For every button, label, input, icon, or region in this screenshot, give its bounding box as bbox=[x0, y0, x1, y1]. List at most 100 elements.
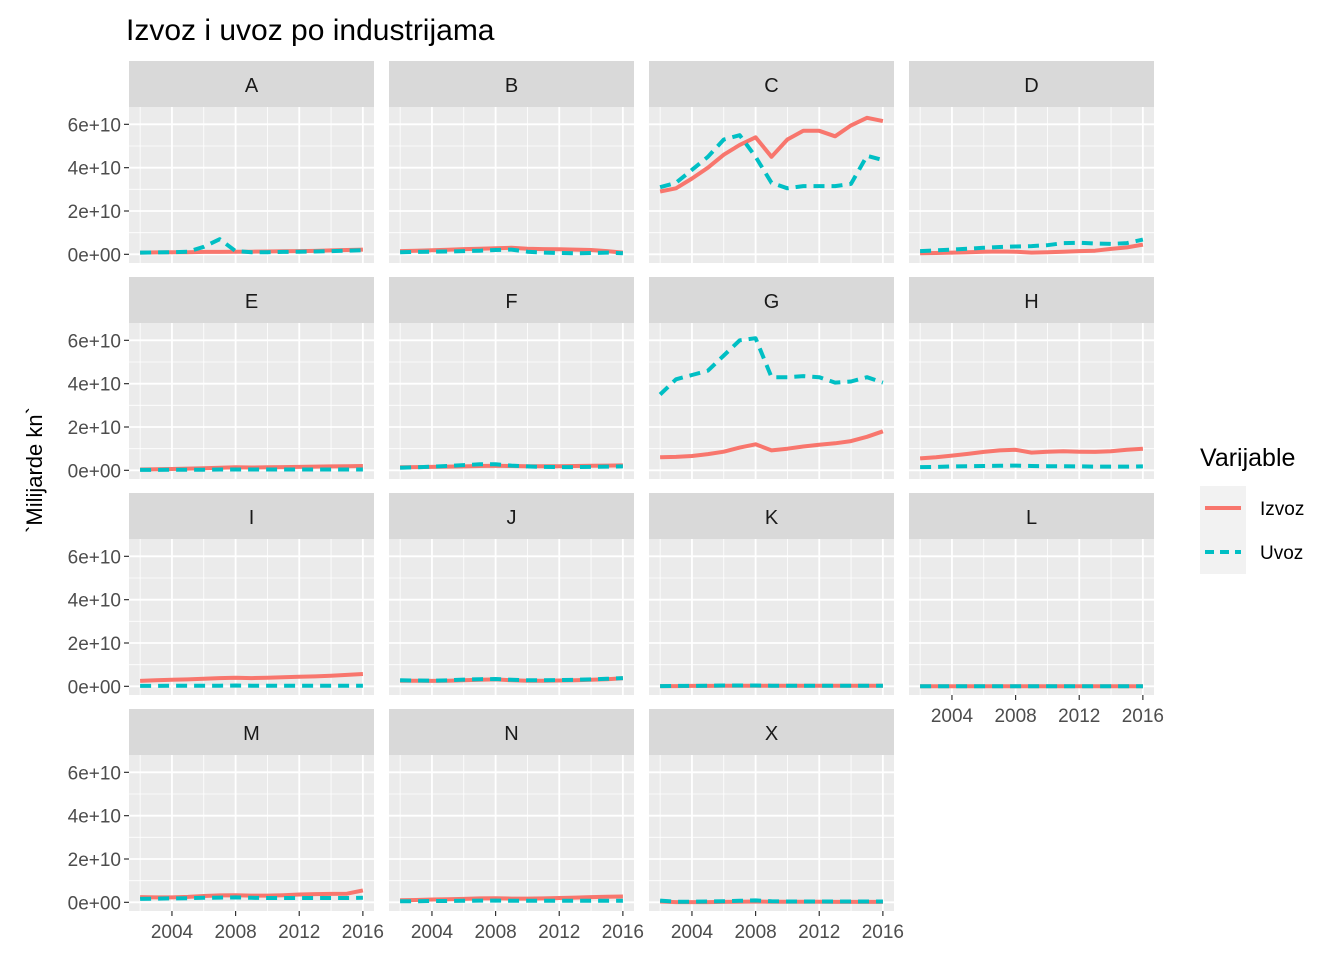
facet-strip-h bbox=[909, 277, 1154, 323]
facet-strip-e bbox=[129, 277, 374, 323]
series-line-uvoz-f bbox=[400, 462, 623, 470]
y-tick-label: 0e+00 bbox=[68, 677, 121, 698]
y-tick-label: 6e+10 bbox=[68, 331, 121, 352]
facet-label-x: X bbox=[765, 723, 778, 745]
facet-strip-n bbox=[389, 709, 634, 755]
facet-strip-a bbox=[129, 61, 374, 107]
series-line-uvoz-d bbox=[920, 237, 1144, 254]
facet-panel-m bbox=[129, 755, 374, 911]
facet-label-d: D bbox=[1024, 75, 1038, 97]
y-tick-label: 0e+00 bbox=[68, 245, 121, 266]
facet-panel-e bbox=[129, 323, 374, 479]
facet-label-n: N bbox=[504, 723, 518, 745]
facet-panel-j bbox=[389, 539, 634, 695]
legend-label-izvoz: Izvoz bbox=[1260, 499, 1304, 520]
series-line-izvoz-g bbox=[660, 429, 884, 460]
y-tick-label: 4e+10 bbox=[68, 375, 121, 396]
y-tick-label: 2e+10 bbox=[68, 418, 121, 439]
x-tick-label: 2016 bbox=[342, 922, 384, 943]
x-tick-label: 2016 bbox=[862, 922, 904, 943]
facet-panel-f bbox=[389, 323, 634, 479]
series-line-izvoz-c bbox=[659, 115, 884, 194]
series-line-uvoz-c bbox=[659, 133, 884, 191]
facet-strip-g bbox=[649, 277, 894, 323]
x-tick-label: 2012 bbox=[798, 922, 840, 943]
facet-label-e: E bbox=[245, 291, 258, 313]
facet-strip-i bbox=[129, 493, 374, 539]
facet-panel-b bbox=[389, 107, 634, 263]
x-tick-label: 2012 bbox=[538, 922, 580, 943]
facet-panel-c bbox=[649, 107, 894, 263]
x-tick-label: 2016 bbox=[602, 922, 644, 943]
x-tick-label: 2004 bbox=[671, 922, 714, 943]
facet-label-k: K bbox=[765, 507, 779, 529]
x-tick-label: 2008 bbox=[214, 922, 256, 943]
series-line-uvoz-g bbox=[658, 336, 884, 396]
facet-label-g: G bbox=[764, 291, 780, 313]
x-tick-label: 2008 bbox=[994, 706, 1036, 727]
y-tick-label: 2e+10 bbox=[68, 202, 121, 223]
facet-panel-d bbox=[909, 107, 1154, 263]
y-tick-label: 4e+10 bbox=[68, 159, 121, 180]
series-line-uvoz-m bbox=[140, 895, 363, 901]
legend-title: Varijable bbox=[1200, 444, 1295, 472]
x-tick-label: 2008 bbox=[734, 922, 776, 943]
facet-label-c: C bbox=[764, 75, 778, 97]
y-tick-label: 2e+10 bbox=[68, 850, 121, 871]
facet-strip-m bbox=[129, 709, 374, 755]
x-tick-label: 2004 bbox=[931, 706, 974, 727]
series-line-uvoz-b bbox=[400, 247, 623, 256]
legend: Varijable Izvoz Uvoz bbox=[1200, 444, 1304, 574]
facet-panel-a bbox=[129, 107, 374, 263]
series-line-uvoz-a bbox=[140, 237, 363, 255]
facet-label-b: B bbox=[505, 75, 518, 97]
y-tick-label: 0e+00 bbox=[68, 461, 121, 482]
facet-panel-l bbox=[909, 539, 1154, 695]
y-tick-label: 4e+10 bbox=[68, 807, 121, 828]
x-tick-label: 2016 bbox=[1122, 706, 1164, 727]
y-tick-label: 2e+10 bbox=[68, 634, 121, 655]
x-tick-label: 2004 bbox=[411, 922, 454, 943]
facet-label-m: M bbox=[243, 723, 260, 745]
series-line-izvoz-h bbox=[919, 446, 1144, 461]
facet-label-i: I bbox=[249, 507, 255, 529]
y-tick-label: 0e+00 bbox=[68, 893, 121, 914]
chart-title: Izvoz i uvoz po industrijama bbox=[126, 14, 495, 47]
series-line-izvoz-i bbox=[140, 672, 364, 683]
facet-label-l: L bbox=[1026, 507, 1037, 529]
facet-panel-k bbox=[649, 539, 894, 695]
facet-strip-j bbox=[389, 493, 634, 539]
facet-label-j: J bbox=[507, 507, 517, 529]
y-tick-label: 4e+10 bbox=[68, 591, 121, 612]
x-tick-label: 2012 bbox=[1058, 706, 1100, 727]
facet-strip-d bbox=[909, 61, 1154, 107]
facet-label-f: F bbox=[505, 291, 517, 313]
facet-strip-k bbox=[649, 493, 894, 539]
facet-panels: A 0e+00 2e+10 4e+10 6e+10 B C D E 0e+00 2e+10 4e+10… bbox=[68, 61, 1164, 943]
series-line-uvoz-j bbox=[400, 676, 623, 683]
series-line-uvoz-h bbox=[920, 463, 1143, 470]
facet-strip-l bbox=[909, 493, 1154, 539]
y-tick-label: 6e+10 bbox=[68, 547, 121, 568]
series-line-uvoz-k bbox=[660, 683, 883, 689]
series-line-uvoz-x bbox=[659, 898, 883, 904]
y-tick-label: 6e+10 bbox=[68, 763, 121, 784]
facet-strip-b bbox=[389, 61, 634, 107]
facet-panel-i bbox=[129, 539, 374, 695]
facet-panel-x bbox=[649, 755, 894, 911]
series-line-izvoz-d bbox=[920, 242, 1144, 256]
facet-label-h: H bbox=[1024, 291, 1038, 313]
x-tick-label: 2008 bbox=[474, 922, 516, 943]
facet-label-a: A bbox=[245, 75, 259, 97]
facet-strip-x bbox=[649, 709, 894, 755]
legend-label-uvoz: Uvoz bbox=[1260, 543, 1303, 564]
series-line-uvoz-n bbox=[400, 898, 623, 904]
facet-panel-n bbox=[389, 755, 634, 911]
y-axis-title: `Milijarde kn` bbox=[22, 407, 47, 533]
x-tick-label: 2012 bbox=[278, 922, 320, 943]
x-tick-label: 2004 bbox=[151, 922, 194, 943]
facet-strip-f bbox=[389, 277, 634, 323]
y-tick-label: 6e+10 bbox=[68, 115, 121, 136]
facet-panel-g bbox=[649, 323, 894, 479]
